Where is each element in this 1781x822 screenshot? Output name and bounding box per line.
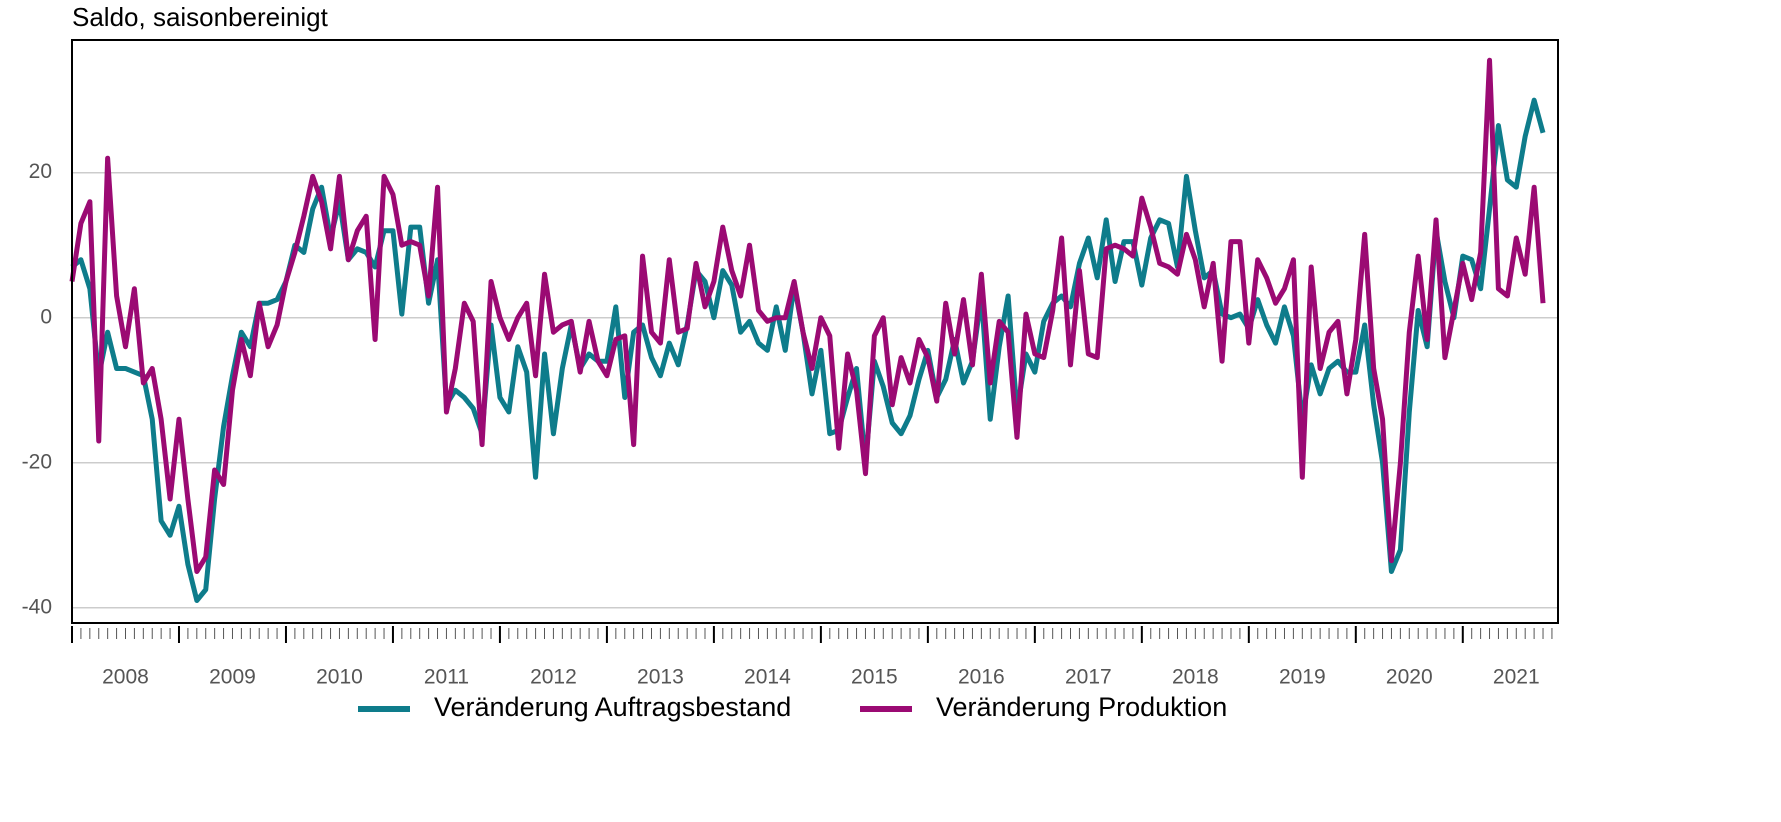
legend-label: Veränderung Auftragsbestand — [434, 692, 791, 722]
x-tick-label: 2014 — [744, 666, 791, 689]
x-tick-label: 2012 — [530, 666, 577, 689]
y-tick-label: -40 — [22, 595, 52, 618]
plot-frame — [71, 39, 1559, 624]
x-tick-label: 2008 — [102, 666, 149, 689]
x-tick-label: 2019 — [1279, 666, 1326, 689]
x-tick-label: 2013 — [637, 666, 684, 689]
x-tick-label: 2011 — [424, 666, 469, 689]
y-tick-label: -20 — [22, 450, 52, 473]
x-tick-label: 2016 — [958, 666, 1005, 689]
legend-label: Veränderung Produktion — [936, 692, 1227, 722]
x-tick-label: 2015 — [851, 666, 898, 689]
y-tick-label: 0 — [40, 305, 52, 328]
x-tick-label: 2010 — [316, 666, 363, 689]
x-tick-label: 2021 — [1493, 666, 1540, 689]
series-line — [69, 57, 1546, 575]
y-tick-label: 20 — [29, 160, 52, 183]
x-tick-label: 2017 — [1065, 666, 1112, 689]
x-tick-label: 2018 — [1172, 666, 1219, 689]
x-tick-label: 2009 — [209, 666, 256, 689]
chart-title: Saldo, saisonbereinigt — [72, 2, 329, 32]
x-tick-label: 2020 — [1386, 666, 1433, 689]
